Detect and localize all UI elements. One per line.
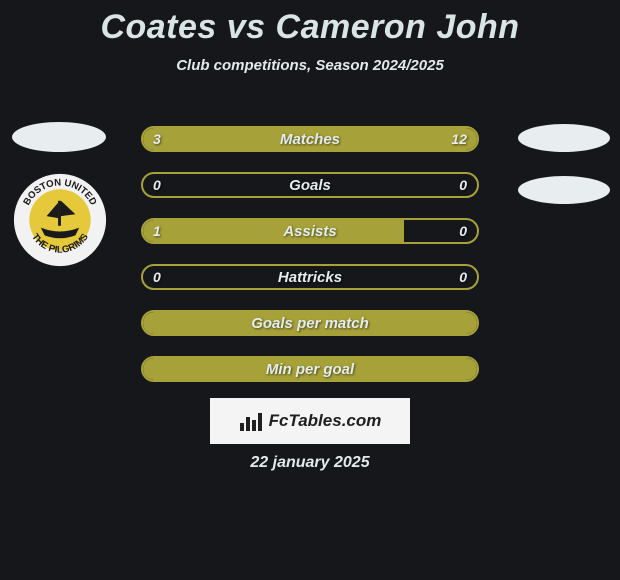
- club-badge: BOSTON UNITED THE PILGRIMS: [12, 172, 108, 268]
- stat-row-assists: Assists1 0: [141, 218, 479, 244]
- bar-label: Matches: [143, 128, 477, 150]
- bar-label: Goals per match: [143, 312, 477, 334]
- stat-row-goals: Goals0 0: [141, 172, 479, 198]
- stat-row-hattricks: Hattricks0 0: [141, 264, 479, 290]
- player-left-ellipse: [12, 122, 106, 152]
- date-stamp: 22 january 2025: [0, 454, 620, 472]
- brand-chart-icon: [239, 411, 263, 431]
- page-subtitle: Club competitions, Season 2024/2025: [0, 57, 620, 74]
- player-right-ellipse-1: [518, 124, 610, 152]
- stat-row-goals-per-match: Goals per match: [141, 310, 479, 336]
- bar-value-left: 1: [153, 220, 161, 242]
- comparison-bars: Matches312Goals00Assists10Hattricks00Goa…: [141, 126, 479, 402]
- brand-text: FcTables.com: [269, 411, 382, 431]
- bar-value-left: 0: [153, 174, 161, 196]
- bar-value-right: 0: [459, 174, 467, 196]
- bar-value-right: 12: [451, 128, 467, 150]
- bar-label: Assists: [143, 220, 477, 242]
- bar-value-left: 0: [153, 266, 161, 288]
- brand-box: FcTables.com: [210, 398, 410, 444]
- page-title: Coates vs Cameron John: [0, 0, 620, 47]
- bar-label: Min per goal: [143, 358, 477, 380]
- player-right-ellipse-2: [518, 176, 610, 204]
- stat-row-min-per-goal: Min per goal: [141, 356, 479, 382]
- bar-label: Goals: [143, 174, 477, 196]
- stat-row-matches: Matches3 12: [141, 126, 479, 152]
- bar-value-left: 3: [153, 128, 161, 150]
- bar-value-right: 0: [459, 220, 467, 242]
- bar-value-right: 0: [459, 266, 467, 288]
- bar-label: Hattricks: [143, 266, 477, 288]
